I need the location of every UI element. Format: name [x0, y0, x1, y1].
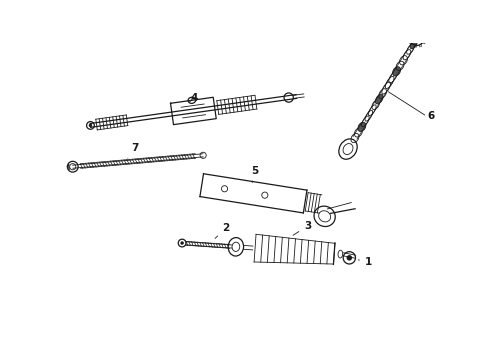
Circle shape	[89, 124, 92, 127]
Circle shape	[346, 255, 352, 261]
Text: 5: 5	[252, 166, 259, 183]
Text: 6: 6	[428, 111, 435, 121]
Ellipse shape	[410, 39, 418, 49]
Text: 7: 7	[128, 143, 139, 158]
Text: 4: 4	[190, 93, 197, 103]
Ellipse shape	[358, 122, 366, 131]
Ellipse shape	[375, 94, 383, 104]
Circle shape	[180, 241, 184, 245]
Text: 3: 3	[293, 221, 311, 235]
Text: 2: 2	[215, 223, 230, 238]
Ellipse shape	[392, 67, 400, 76]
Text: 1: 1	[358, 257, 372, 267]
